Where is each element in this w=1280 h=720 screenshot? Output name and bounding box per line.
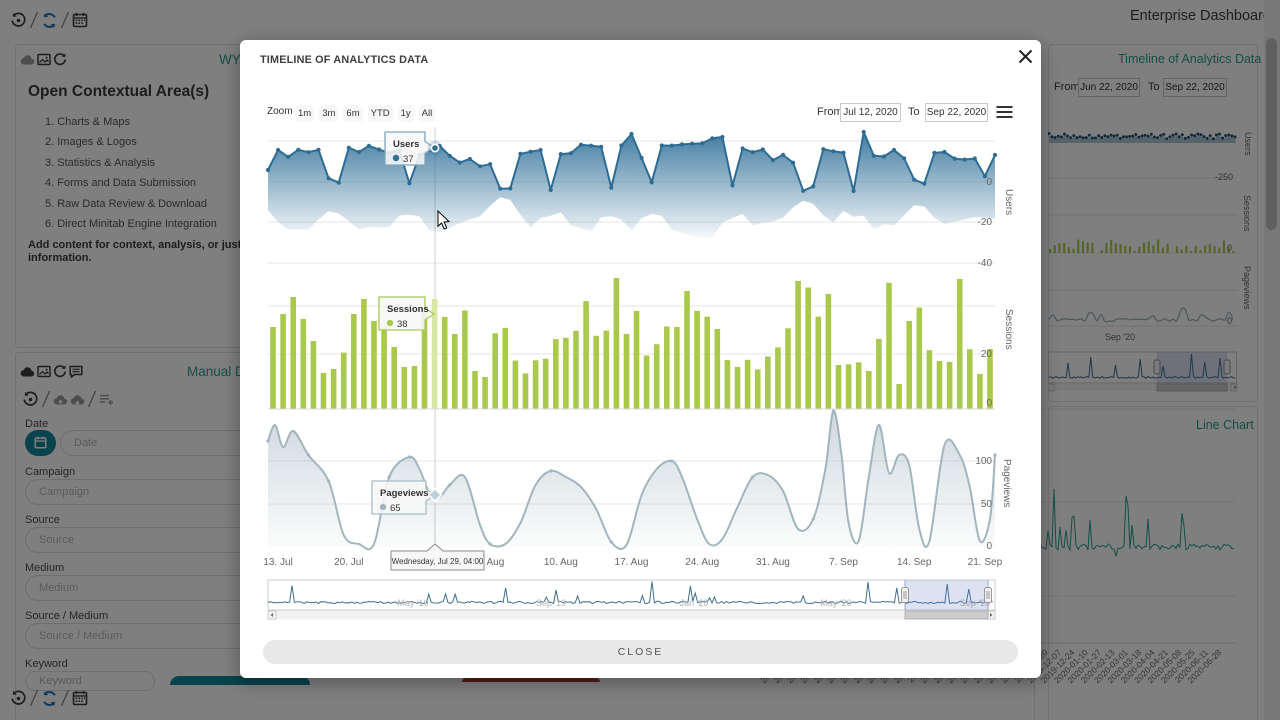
svg-text:100: 100: [975, 456, 992, 467]
svg-text:Users: Users: [1003, 189, 1014, 215]
svg-text:0: 0: [986, 177, 992, 188]
svg-text:Jan '20: Jan '20: [680, 598, 709, 608]
svg-text:50: 50: [981, 499, 993, 510]
svg-text:Sessions: Sessions: [387, 304, 429, 315]
svg-text:20. Jul: 20. Jul: [334, 557, 363, 568]
svg-text:May '19: May '19: [397, 598, 428, 608]
svg-text:Sep '19: Sep '19: [536, 598, 566, 608]
svg-text:Users: Users: [393, 139, 419, 150]
svg-text:31. Aug: 31. Aug: [756, 557, 790, 568]
svg-text:38: 38: [397, 319, 408, 330]
svg-text:-20: -20: [978, 217, 993, 228]
svg-text:0: 0: [986, 541, 992, 552]
svg-text:3. Aug: 3. Aug: [476, 557, 504, 568]
svg-text:0: 0: [986, 398, 992, 409]
svg-text:Wednesday, Jul 29, 04:00: Wednesday, Jul 29, 04:00: [392, 557, 484, 566]
svg-text:Sessions: Sessions: [1003, 309, 1014, 350]
svg-text:Pageviews: Pageviews: [1001, 459, 1012, 507]
svg-text:65: 65: [390, 503, 401, 514]
svg-text:21. Sep: 21. Sep: [968, 557, 1003, 568]
svg-text:17. Aug: 17. Aug: [615, 557, 649, 568]
svg-text:13. Jul: 13. Jul: [263, 557, 292, 568]
svg-text:Sep '20: Sep '20: [960, 598, 990, 608]
svg-text:10. Aug: 10. Aug: [544, 557, 578, 568]
svg-text:Pageviews: Pageviews: [380, 488, 429, 499]
svg-text:14. Sep: 14. Sep: [897, 557, 932, 568]
svg-text:7. Sep: 7. Sep: [829, 557, 858, 568]
svg-text:37: 37: [403, 154, 414, 165]
svg-text:24. Aug: 24. Aug: [685, 557, 719, 568]
svg-text:-40: -40: [978, 258, 993, 269]
svg-text:20: 20: [981, 349, 993, 360]
svg-text:May '20: May '20: [820, 598, 851, 608]
